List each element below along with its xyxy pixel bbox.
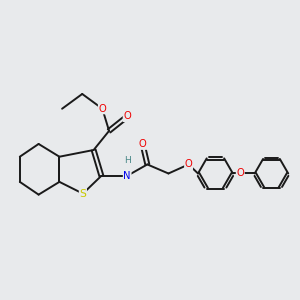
Text: H: H xyxy=(124,156,130,165)
Text: O: O xyxy=(139,139,146,149)
Text: O: O xyxy=(185,159,193,170)
Text: O: O xyxy=(236,169,244,178)
Text: N: N xyxy=(123,171,131,181)
Text: S: S xyxy=(80,189,86,199)
Text: O: O xyxy=(123,111,131,122)
Text: O: O xyxy=(98,104,106,114)
